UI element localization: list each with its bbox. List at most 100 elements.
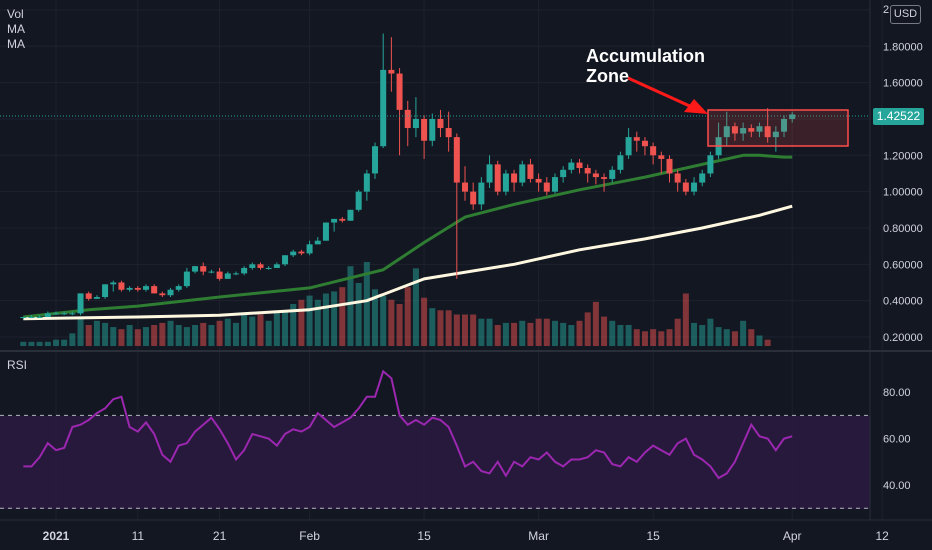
candle <box>731 122 738 141</box>
candle-body <box>535 178 542 183</box>
volume-bar <box>560 322 567 346</box>
volume-bar <box>53 339 59 346</box>
candle <box>748 124 755 138</box>
volume-bar <box>682 293 689 346</box>
volume-bar <box>641 331 648 346</box>
candle-body <box>453 137 460 183</box>
candle-body <box>69 313 76 315</box>
candle <box>462 166 468 201</box>
candle <box>192 266 199 274</box>
volume-bar <box>322 293 329 346</box>
volume-bar <box>151 325 158 346</box>
ma-slow-line <box>23 204 793 321</box>
candle-body <box>584 168 591 174</box>
candle <box>437 109 444 138</box>
volume-bar <box>69 333 76 346</box>
candle-body <box>772 131 779 138</box>
rsi-label[interactable]: RSI <box>7 358 28 372</box>
volume-bar <box>486 318 493 346</box>
volume-bar <box>731 331 738 346</box>
candle <box>650 142 657 165</box>
candle <box>331 218 338 232</box>
moving-averages <box>23 153 793 321</box>
candle <box>322 222 329 241</box>
candle-body <box>568 162 575 170</box>
legend-vol[interactable]: Vol <box>7 7 24 21</box>
candle <box>421 115 428 159</box>
candle <box>412 97 419 138</box>
candle-body <box>175 286 182 290</box>
candle <box>707 151 714 178</box>
candle <box>429 113 436 147</box>
candle-body <box>658 155 665 159</box>
candle-body <box>314 240 321 245</box>
time-tick-label: 15 <box>417 529 431 543</box>
volume-bar <box>470 314 477 346</box>
price-tick-label: 0.60000 <box>883 259 923 271</box>
volume-bar <box>535 318 542 346</box>
candle <box>592 169 599 185</box>
volume-bar <box>568 325 575 346</box>
volume-bar <box>723 329 730 346</box>
volume-bar <box>28 341 35 346</box>
candle <box>781 115 788 138</box>
volume-bar <box>36 341 43 346</box>
volume-bar <box>674 318 681 346</box>
ma-fast-line <box>23 153 793 319</box>
rsi-band <box>0 416 870 509</box>
candle-body <box>576 162 583 169</box>
candle-body <box>200 266 207 272</box>
volume-bar <box>126 325 133 346</box>
candle-body <box>388 69 395 74</box>
volume-bar <box>404 287 411 346</box>
candle-body <box>445 128 452 138</box>
time-axis[interactable]: 2021 11 21 Feb 15 Mar 15 Apr 12 <box>43 529 890 543</box>
volume-bar <box>388 299 395 346</box>
candle <box>20 317 27 319</box>
candle-body <box>298 251 305 254</box>
volume-bar <box>511 322 518 346</box>
price-tick-label: 1.60000 <box>883 78 923 90</box>
candle-body <box>682 182 689 192</box>
candle <box>494 160 501 196</box>
candle <box>478 177 485 210</box>
candle <box>609 166 616 183</box>
candle <box>273 262 280 268</box>
volume-bar <box>355 283 362 346</box>
legend-ma-1[interactable]: MA <box>7 22 25 36</box>
volume-bar <box>764 339 771 346</box>
candle-body <box>28 317 35 319</box>
candle <box>314 237 321 245</box>
candle <box>77 293 84 316</box>
candle <box>658 151 665 174</box>
candle <box>519 160 526 187</box>
candle <box>110 280 117 292</box>
last-price-tag: 1.42522 <box>873 108 924 125</box>
candle-body <box>641 140 648 147</box>
volume-bar <box>257 314 264 346</box>
legend-ma-2[interactable]: MA <box>7 37 25 51</box>
price-axis[interactable]: 0.20000 0.40000 0.60000 0.80000 1.00000 1.200… <box>883 4 923 344</box>
rsi-axis: 40.00 60.00 80.00 <box>883 387 911 492</box>
candle-body <box>192 266 199 272</box>
volume-bar <box>715 327 722 346</box>
candle-body <box>740 128 747 134</box>
candle <box>257 262 264 270</box>
volume-bar <box>314 299 321 346</box>
time-tick-label: Mar <box>528 529 549 543</box>
candle <box>355 189 362 212</box>
volume-bar <box>380 295 387 346</box>
candle-body <box>756 126 763 132</box>
candle <box>216 267 223 281</box>
annotation-line-2: Zone <box>586 66 629 86</box>
candle <box>134 286 141 292</box>
candle <box>772 126 779 152</box>
candle-body <box>617 155 624 170</box>
currency-button[interactable]: USD <box>890 5 921 24</box>
candle-body <box>241 267 248 274</box>
candle-body <box>85 293 92 299</box>
candle <box>183 267 190 288</box>
candle <box>175 284 182 292</box>
candle-body <box>290 251 297 256</box>
